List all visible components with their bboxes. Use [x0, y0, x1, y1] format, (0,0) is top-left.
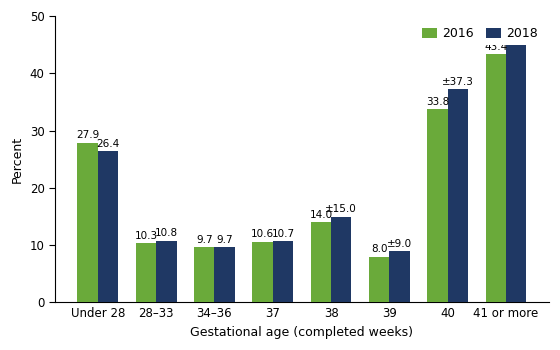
Text: 33.8: 33.8	[426, 97, 449, 107]
Text: 26.4: 26.4	[96, 139, 120, 149]
Text: 8.0: 8.0	[371, 244, 388, 254]
Bar	[389, 251, 410, 302]
Bar	[506, 41, 526, 302]
Bar	[427, 109, 447, 302]
Bar	[311, 222, 331, 302]
Text: 10.3: 10.3	[134, 231, 157, 241]
Text: ±37.3: ±37.3	[442, 77, 474, 86]
Text: ±9.0: ±9.0	[387, 239, 412, 248]
Bar	[77, 143, 98, 302]
Bar	[156, 240, 176, 302]
Text: ±15.0: ±15.0	[325, 204, 357, 214]
Text: 9.7: 9.7	[216, 234, 233, 245]
Bar	[331, 217, 352, 302]
Legend: 2016, 2018: 2016, 2018	[417, 22, 543, 46]
Bar	[447, 89, 468, 302]
Text: ±45.6: ±45.6	[500, 29, 532, 39]
Text: 10.8: 10.8	[155, 228, 178, 238]
Text: 9.7: 9.7	[196, 234, 213, 245]
Bar	[369, 257, 389, 302]
Bar	[194, 247, 214, 302]
Text: 43.4: 43.4	[484, 42, 507, 51]
Text: 14.0: 14.0	[309, 210, 333, 220]
Bar	[486, 54, 506, 302]
Bar	[136, 244, 156, 302]
Bar	[253, 242, 273, 302]
Text: 27.9: 27.9	[76, 131, 99, 140]
Bar	[214, 247, 235, 302]
Text: 10.7: 10.7	[272, 229, 295, 239]
Bar	[98, 151, 118, 302]
Y-axis label: Percent: Percent	[11, 136, 24, 183]
X-axis label: Gestational age (completed weeks): Gestational age (completed weeks)	[190, 326, 413, 339]
Text: 10.6: 10.6	[251, 230, 274, 239]
Bar	[273, 241, 293, 302]
